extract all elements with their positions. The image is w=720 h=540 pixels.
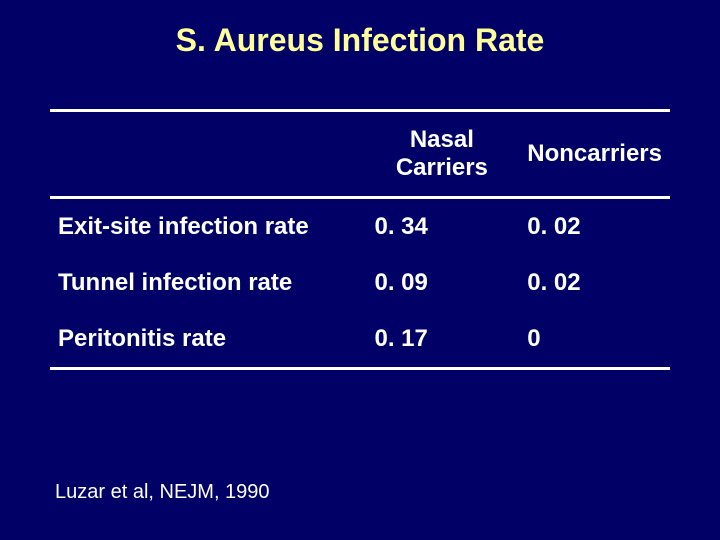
- data-table: Nasal Carriers Noncarriers Exit-site inf…: [50, 109, 670, 370]
- cell-value: 0. 17: [344, 311, 517, 369]
- table-header-noncarriers: Noncarriers: [517, 111, 670, 198]
- table-header-row: Nasal Carriers Noncarriers: [50, 111, 670, 198]
- table-header-blank: [50, 111, 344, 198]
- cell-value: 0. 34: [344, 198, 517, 256]
- table-row: Tunnel infection rate 0. 09 0. 02: [50, 255, 670, 311]
- infection-table: Nasal Carriers Noncarriers Exit-site inf…: [50, 109, 670, 370]
- row-label: Exit-site infection rate: [50, 198, 344, 256]
- cell-value: 0. 02: [517, 198, 670, 256]
- row-label: Tunnel infection rate: [50, 255, 344, 311]
- citation-text: Luzar et al, NEJM, 1990: [55, 481, 270, 504]
- slide: S. Aureus Infection Rate Nasal Carriers …: [0, 0, 720, 540]
- table-row: Exit-site infection rate 0. 34 0. 02: [50, 198, 670, 256]
- table-row: Peritonitis rate 0. 17 0: [50, 311, 670, 369]
- cell-value: 0. 09: [344, 255, 517, 311]
- slide-title: S. Aureus Infection Rate: [0, 0, 720, 69]
- cell-value: 0: [517, 311, 670, 369]
- row-label: Peritonitis rate: [50, 311, 344, 369]
- cell-value: 0. 02: [517, 255, 670, 311]
- table-header-carriers: Nasal Carriers: [344, 111, 517, 198]
